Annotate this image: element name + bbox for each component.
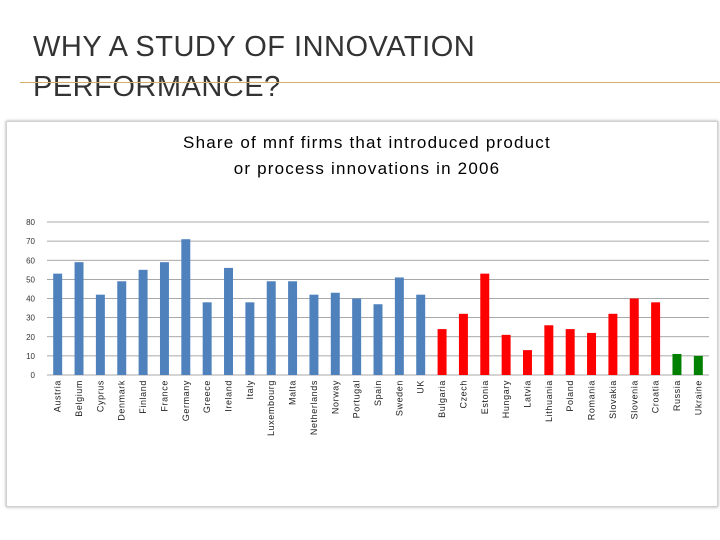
x-tick-label: Italy bbox=[245, 380, 255, 400]
bar-bulgaria bbox=[437, 329, 447, 375]
y-tick-label: 20 bbox=[26, 333, 35, 342]
y-tick-label: 30 bbox=[26, 314, 35, 323]
x-tick-label: Portugal bbox=[352, 380, 362, 418]
x-tick-label: UK bbox=[416, 380, 426, 394]
chart-title-line-2: or process innovations in 2006 bbox=[233, 159, 501, 178]
x-tick-label: Russia bbox=[672, 380, 682, 411]
bar-uk bbox=[416, 294, 426, 375]
bar-belgium bbox=[74, 262, 84, 375]
bar-slovakia bbox=[608, 313, 618, 375]
bar-greece bbox=[202, 302, 212, 375]
x-tick-label: Ukraine bbox=[693, 380, 703, 415]
bar-cyprus bbox=[95, 294, 105, 375]
x-tick-label: France bbox=[159, 380, 169, 412]
x-tick-label: Bulgaria bbox=[437, 380, 447, 418]
x-tick-label: Hungary bbox=[501, 380, 511, 418]
x-tick-label: Ireland bbox=[224, 380, 234, 412]
x-tick-label: Sweden bbox=[394, 380, 404, 416]
slide-title-line-2: PERFORMANCE? bbox=[33, 71, 281, 103]
x-tick-label: Norway bbox=[330, 380, 340, 414]
bar-portugal bbox=[352, 298, 362, 375]
y-tick-label: 50 bbox=[26, 275, 35, 284]
bar-luxembourg bbox=[266, 281, 276, 375]
y-tick-label: 10 bbox=[26, 352, 35, 361]
slide-title: WHY A STUDY OF INNOVATION PERFORMANCE? bbox=[33, 27, 693, 107]
bar-russia bbox=[672, 353, 682, 375]
x-tick-label: Greece bbox=[202, 380, 212, 413]
bar-finland bbox=[138, 269, 148, 375]
y-tick-label: 80 bbox=[26, 218, 35, 227]
bar-estonia bbox=[480, 273, 490, 375]
bar-denmark bbox=[117, 281, 127, 375]
x-tick-label: Spain bbox=[373, 380, 383, 406]
x-tick-label: Croatia bbox=[651, 380, 661, 413]
x-tick-label: Poland bbox=[565, 380, 575, 412]
x-tick-label: Denmark bbox=[117, 380, 127, 421]
x-tick-label: Lithuania bbox=[544, 380, 554, 422]
bar-slovenia bbox=[629, 298, 639, 375]
bar-ukraine bbox=[693, 355, 703, 375]
bar-germany bbox=[181, 239, 191, 375]
x-tick-label: Cyprus bbox=[95, 380, 105, 412]
x-tick-label: Czech bbox=[458, 380, 468, 409]
x-tick-label: Malta bbox=[288, 380, 298, 405]
bar-sweden bbox=[394, 277, 404, 375]
bar-latvia bbox=[522, 350, 532, 375]
x-tick-label: Estonia bbox=[480, 380, 490, 414]
bar-france bbox=[159, 262, 169, 375]
bar-czech bbox=[458, 313, 468, 375]
bar-lithuania bbox=[544, 325, 554, 375]
x-tick-label: Finland bbox=[138, 380, 148, 414]
bar-romania bbox=[587, 332, 597, 375]
bar-chart: 0 10 20 30 40 50 60 70 80 Austria Belgium Cyprus Den… bbox=[26, 218, 709, 436]
bar-austria bbox=[53, 273, 63, 375]
y-tick-label: 60 bbox=[26, 256, 35, 265]
x-tick-label: Germany bbox=[181, 380, 191, 421]
y-tick-label: 70 bbox=[26, 237, 35, 246]
x-tick-label: Netherlands bbox=[309, 380, 319, 435]
y-tick-label: 0 bbox=[31, 371, 36, 380]
chart-title-line-1: Share of mnf firms that introduced produ… bbox=[183, 133, 551, 152]
x-tick-label: Luxembourg bbox=[266, 380, 276, 436]
title-divider bbox=[20, 82, 720, 83]
x-tick-label: Slovenia bbox=[629, 380, 639, 419]
bar-ireland bbox=[224, 267, 234, 375]
bar-netherlands bbox=[309, 294, 319, 375]
bar-malta bbox=[288, 281, 298, 375]
slide-title-line-1: WHY A STUDY OF INNOVATION bbox=[33, 31, 476, 63]
bar-hungary bbox=[501, 334, 511, 375]
y-tick-label: 40 bbox=[26, 295, 35, 304]
x-tick-label: Slovakia bbox=[608, 380, 618, 419]
bar-norway bbox=[330, 292, 340, 375]
bar-poland bbox=[565, 329, 575, 375]
x-tick-label: Latvia bbox=[522, 380, 532, 408]
bar-spain bbox=[373, 304, 383, 375]
chart-panel: Share of mnf firms that introduced produ… bbox=[6, 121, 718, 507]
x-tick-label: Belgium bbox=[74, 380, 84, 417]
x-tick-label: Romania bbox=[587, 380, 597, 420]
bar-italy bbox=[245, 302, 255, 375]
x-tick-label: Austria bbox=[53, 380, 63, 412]
bar-croatia bbox=[651, 302, 661, 375]
